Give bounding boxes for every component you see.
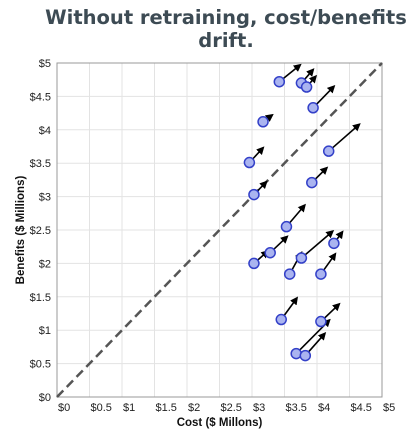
x-tick-label: $1.5: [156, 402, 177, 414]
y-tick-label: $1: [39, 325, 51, 337]
chart-title-line-2: drift.: [198, 29, 254, 52]
data-point: [299, 349, 312, 362]
reference-line: [56, 62, 383, 398]
y-tick-label: $1.5: [30, 292, 51, 304]
x-tick-label: $1: [123, 402, 135, 414]
data-point: [307, 102, 319, 114]
y-tick-label: $0: [39, 392, 51, 404]
axis-ticks: $0 $0.5 $1 $1.5 $2 $2.5 $3 $3.5 $4 $4.5 $5 $0 $0.5 $1…: [30, 58, 396, 414]
data-point: [290, 347, 302, 360]
data-point: [300, 81, 313, 93]
reference-line-group: [56, 62, 383, 398]
y-tick-label: $2: [39, 258, 51, 270]
arrows: [248, 63, 361, 357]
data-point: [243, 156, 256, 169]
data-point: [315, 315, 327, 328]
data-point: [315, 268, 327, 280]
y-tick-label: $4.5: [30, 91, 51, 103]
x-tick-label: $3: [253, 402, 265, 414]
data-point: [306, 176, 318, 189]
data-point: [275, 313, 287, 326]
data-point: [264, 246, 276, 259]
data-point: [283, 268, 296, 280]
x-tick-label: $0.5: [91, 402, 112, 414]
data-point: [248, 188, 260, 201]
drift-arrow: [328, 123, 361, 152]
x-tick-label: $4.5: [351, 402, 372, 414]
data-point: [322, 145, 335, 157]
data-point: [328, 237, 340, 250]
chart-title-line-1: Without retraining, cost/benefits: [45, 6, 407, 29]
y-tick-label: $3: [39, 192, 51, 204]
data-point: [273, 75, 286, 88]
plot-frame: [56, 62, 383, 398]
x-tick-label: $2: [188, 402, 200, 414]
data-point: [280, 220, 293, 233]
drift-arrow: [300, 230, 335, 259]
y-axis-label: Benefits ($ Millions): [15, 176, 27, 285]
chart-title: Without retraining, cost/benefits drift.: [40, 6, 412, 52]
x-tick-label: $0: [58, 402, 70, 414]
y-tick-label: $4: [39, 125, 51, 137]
y-tick-label: $3.5: [30, 158, 51, 170]
x-axis-label: Cost ($ Millons): [177, 417, 263, 429]
x-tick-label: $2.5: [221, 402, 242, 414]
y-tick-label: $5: [39, 58, 51, 70]
data-point: [257, 116, 269, 128]
y-tick-label: $2.5: [30, 225, 51, 237]
y-tick-label: $0.5: [30, 359, 51, 371]
x-tick-label: $3.5: [286, 402, 307, 414]
points: [243, 75, 340, 362]
x-tick-label: $5: [383, 402, 395, 414]
data-point: [295, 252, 308, 264]
x-tick-label: $4: [318, 402, 330, 414]
data-point: [248, 257, 260, 270]
